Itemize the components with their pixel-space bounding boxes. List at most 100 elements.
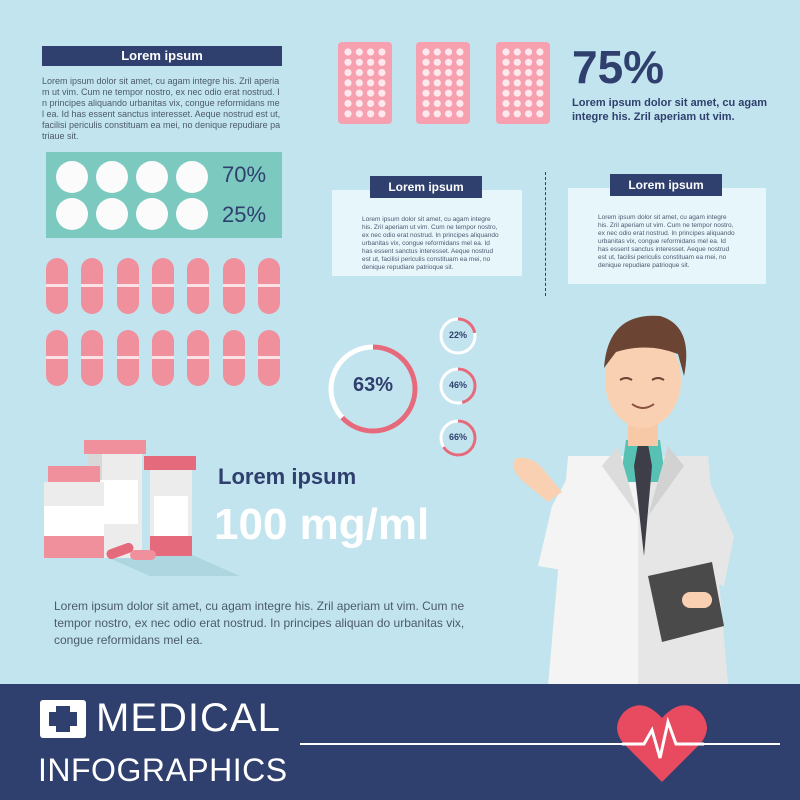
blister-dot [536, 58, 544, 66]
blister-dot [456, 110, 464, 118]
blister-dot [355, 69, 363, 77]
blister-dot [344, 89, 352, 97]
blister-dot [502, 58, 510, 66]
info-card-right-heading: Lorem ipsum [610, 174, 722, 196]
dosage-label: Lorem ipsum [218, 464, 357, 489]
blister-dot [422, 79, 430, 87]
blister-dot [367, 79, 375, 87]
blister-dot [513, 69, 521, 77]
top-left-paragraph: Lorem ipsum dolor sit amet, cu agam inte… [42, 76, 281, 140]
blister-dot [378, 110, 386, 118]
card-divider [545, 172, 546, 296]
capsule-icon [117, 330, 139, 386]
blister-dot [513, 99, 521, 108]
blister-dot [355, 89, 363, 97]
blister-dot [513, 79, 521, 87]
blister-dots [422, 48, 464, 118]
blister-dot [525, 99, 533, 108]
blister-dot [367, 89, 375, 97]
tablet-row1-percent: 70% [222, 162, 267, 187]
blister-dot [344, 110, 352, 118]
capsule-icon [223, 258, 245, 314]
tablet-icon [96, 198, 128, 230]
blister-dot [513, 58, 521, 66]
progress-ring-large [328, 344, 418, 434]
progress-ring-small-label: 66% [448, 432, 467, 442]
blister-dot [525, 48, 533, 56]
blister-dot [378, 48, 386, 56]
blister-dot [433, 69, 441, 77]
footer-title-line2: INFOGRAPHICS [38, 752, 288, 788]
tablet-icon [136, 198, 168, 230]
tablet-icon [56, 198, 88, 230]
blister-dot [367, 99, 375, 108]
progress-ring-large-label: 63% [352, 374, 394, 396]
capsule-grid [46, 258, 286, 390]
blister-dot [536, 110, 544, 118]
blister-dot [513, 89, 521, 97]
blister-dot [378, 99, 386, 108]
blister-dot [445, 58, 453, 66]
blister-dot [422, 99, 430, 108]
progress-ring-small [439, 419, 477, 457]
capsule-icon [81, 258, 103, 314]
top-left-heading: Lorem ipsum [42, 46, 282, 66]
blister-pack-icon [416, 42, 470, 124]
blister-dot [456, 69, 464, 77]
blister-dot [456, 58, 464, 66]
blister-dot [344, 48, 352, 56]
blister-pack-icon [338, 42, 392, 124]
blister-dot [513, 110, 521, 118]
info-card-right [568, 188, 766, 284]
progress-ring-small [439, 317, 477, 355]
tablet-icon [176, 198, 208, 230]
blister-dot [456, 48, 464, 56]
blister-dot [502, 89, 510, 97]
capsule-icon [223, 330, 245, 386]
blister-dot [433, 58, 441, 66]
blister-dot [344, 79, 352, 87]
blister-dot [433, 110, 441, 118]
capsule-icon [117, 258, 139, 314]
blister-dot [525, 58, 533, 66]
blister-dot [513, 48, 521, 56]
blister-dot [344, 99, 352, 108]
blister-dot [536, 89, 544, 97]
footer-title-line1: MEDICAL [96, 696, 281, 740]
progress-ring-small-label: 22% [448, 330, 467, 340]
blister-dot [456, 89, 464, 97]
blister-dot [525, 110, 533, 118]
tablet-icon [136, 161, 168, 193]
blister-dots [344, 48, 386, 118]
capsule-icon [187, 330, 209, 386]
info-card-right-body: Lorem ipsum dolor sit amet, cu agam inte… [598, 214, 735, 269]
tablet-icon [56, 161, 88, 193]
medical-cross-icon [40, 700, 86, 738]
blister-dot [456, 99, 464, 108]
info-card-left-body: Lorem ipsum dolor sit amet, cu agam inte… [362, 216, 499, 271]
blister-dot [502, 110, 510, 118]
blister-dot [433, 79, 441, 87]
progress-ring-small-label: 46% [448, 380, 467, 390]
blister-percent: 75% [572, 41, 665, 93]
blister-dot [355, 48, 363, 56]
blister-dot [422, 89, 430, 97]
blister-dot [525, 79, 533, 87]
blister-dot [355, 79, 363, 87]
info-card-left-heading: Lorem ipsum [370, 176, 482, 198]
blister-dot [525, 89, 533, 97]
blister-dot [378, 58, 386, 66]
heartbeat-icon [617, 705, 707, 782]
info-card-left [332, 190, 522, 276]
blister-dot [502, 69, 510, 77]
blister-dot [367, 69, 375, 77]
blister-dot [355, 110, 363, 118]
tablet-row2-percent: 25% [222, 202, 267, 227]
blister-dot [525, 69, 533, 77]
blister-pack-icon [496, 42, 550, 124]
capsule-icon [81, 330, 103, 386]
blister-dot [422, 110, 430, 118]
progress-ring-small [439, 367, 477, 405]
blister-dot [536, 69, 544, 77]
